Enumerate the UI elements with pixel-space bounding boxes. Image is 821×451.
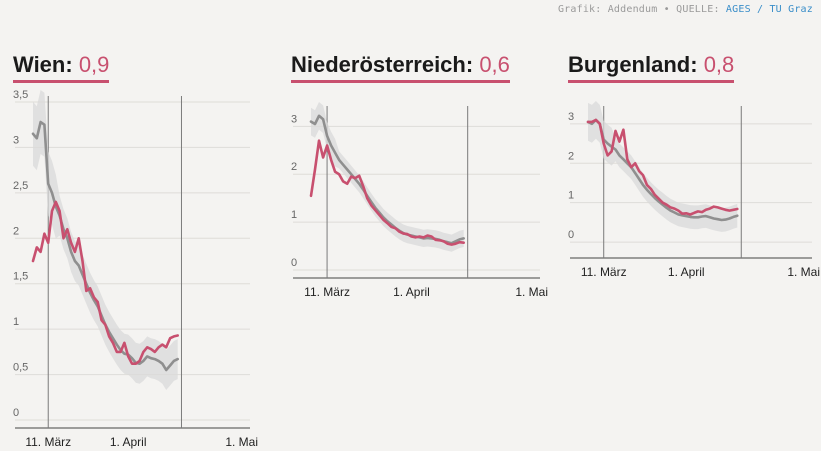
y-tick-label: 1 <box>568 190 574 202</box>
chart-panel-burgenland: 0 1 2 3 11. März 1. April 1. Mai <box>568 101 820 279</box>
panel-title-wien: Wien: 0,9 <box>13 52 110 83</box>
confidence-band <box>588 101 738 232</box>
source-credit: Grafik: Addendum • QUELLE: AGES / TU Gra… <box>558 4 813 15</box>
panel-title-niederoesterreich: Niederösterreich: 0,6 <box>291 52 510 83</box>
series-line-accent <box>31 200 179 365</box>
y-tick-label: 2 <box>291 161 297 173</box>
y-tick-label: 0 <box>291 257 297 269</box>
panel-title-text: Wien <box>13 52 66 77</box>
chart-panel-niederoesterreich: 0 1 2 3 11. März 1. April 1. Mai <box>291 102 548 299</box>
x-tick-label: 11. März <box>304 285 350 299</box>
panel-title-value: 0,9 <box>78 52 110 77</box>
y-tick-label: 0,5 <box>13 362 28 374</box>
y-tick-label: 3,5 <box>13 89 28 101</box>
confidence-band <box>311 102 464 252</box>
x-tick-label: 1. Mai <box>515 285 548 299</box>
chart-panel-wien: 0 0,5 1 1,5 2 2,5 3 3,5 11. März 1. April 1. Mai <box>13 89 258 449</box>
y-tick-label: 1 <box>291 209 297 221</box>
y-tick-label: 0 <box>13 407 19 419</box>
confidence-band <box>33 90 178 390</box>
x-tick-label: 11. März <box>25 435 71 449</box>
y-tick-label: 3 <box>13 134 19 146</box>
y-tick-label: 2 <box>568 150 574 162</box>
panel-title-text: Burgenland <box>568 52 691 77</box>
y-tick-label: 3 <box>568 111 574 123</box>
series-line-accent <box>309 139 465 246</box>
y-tick-label: 1,5 <box>13 271 28 283</box>
panel-title-text: Niederösterreich <box>291 52 466 77</box>
x-tick-label: 11. März <box>581 265 627 279</box>
y-tick-label: 1 <box>13 316 19 328</box>
panel-title-value: 0,8 <box>703 52 735 77</box>
x-tick-label: 1. Mai <box>787 265 820 279</box>
x-tick-label: 1. April <box>393 285 430 299</box>
x-tick-label: 1. April <box>668 265 705 279</box>
y-tick-label: 2 <box>13 225 19 237</box>
y-tick-label: 2,5 <box>13 180 28 192</box>
x-tick-label: 1. April <box>110 435 147 449</box>
x-tick-label: 1. Mai <box>225 435 258 449</box>
panel-title-burgenland: Burgenland: 0,8 <box>568 52 735 83</box>
credit-prefix: Grafik: Addendum • QUELLE: <box>557 4 720 15</box>
panel-title-value: 0,6 <box>479 52 510 77</box>
y-tick-label: 3 <box>291 113 297 125</box>
series-line-accent <box>586 118 739 216</box>
credit-source-link[interactable]: AGES / TU Graz <box>725 4 813 15</box>
y-tick-label: 0 <box>568 229 574 241</box>
